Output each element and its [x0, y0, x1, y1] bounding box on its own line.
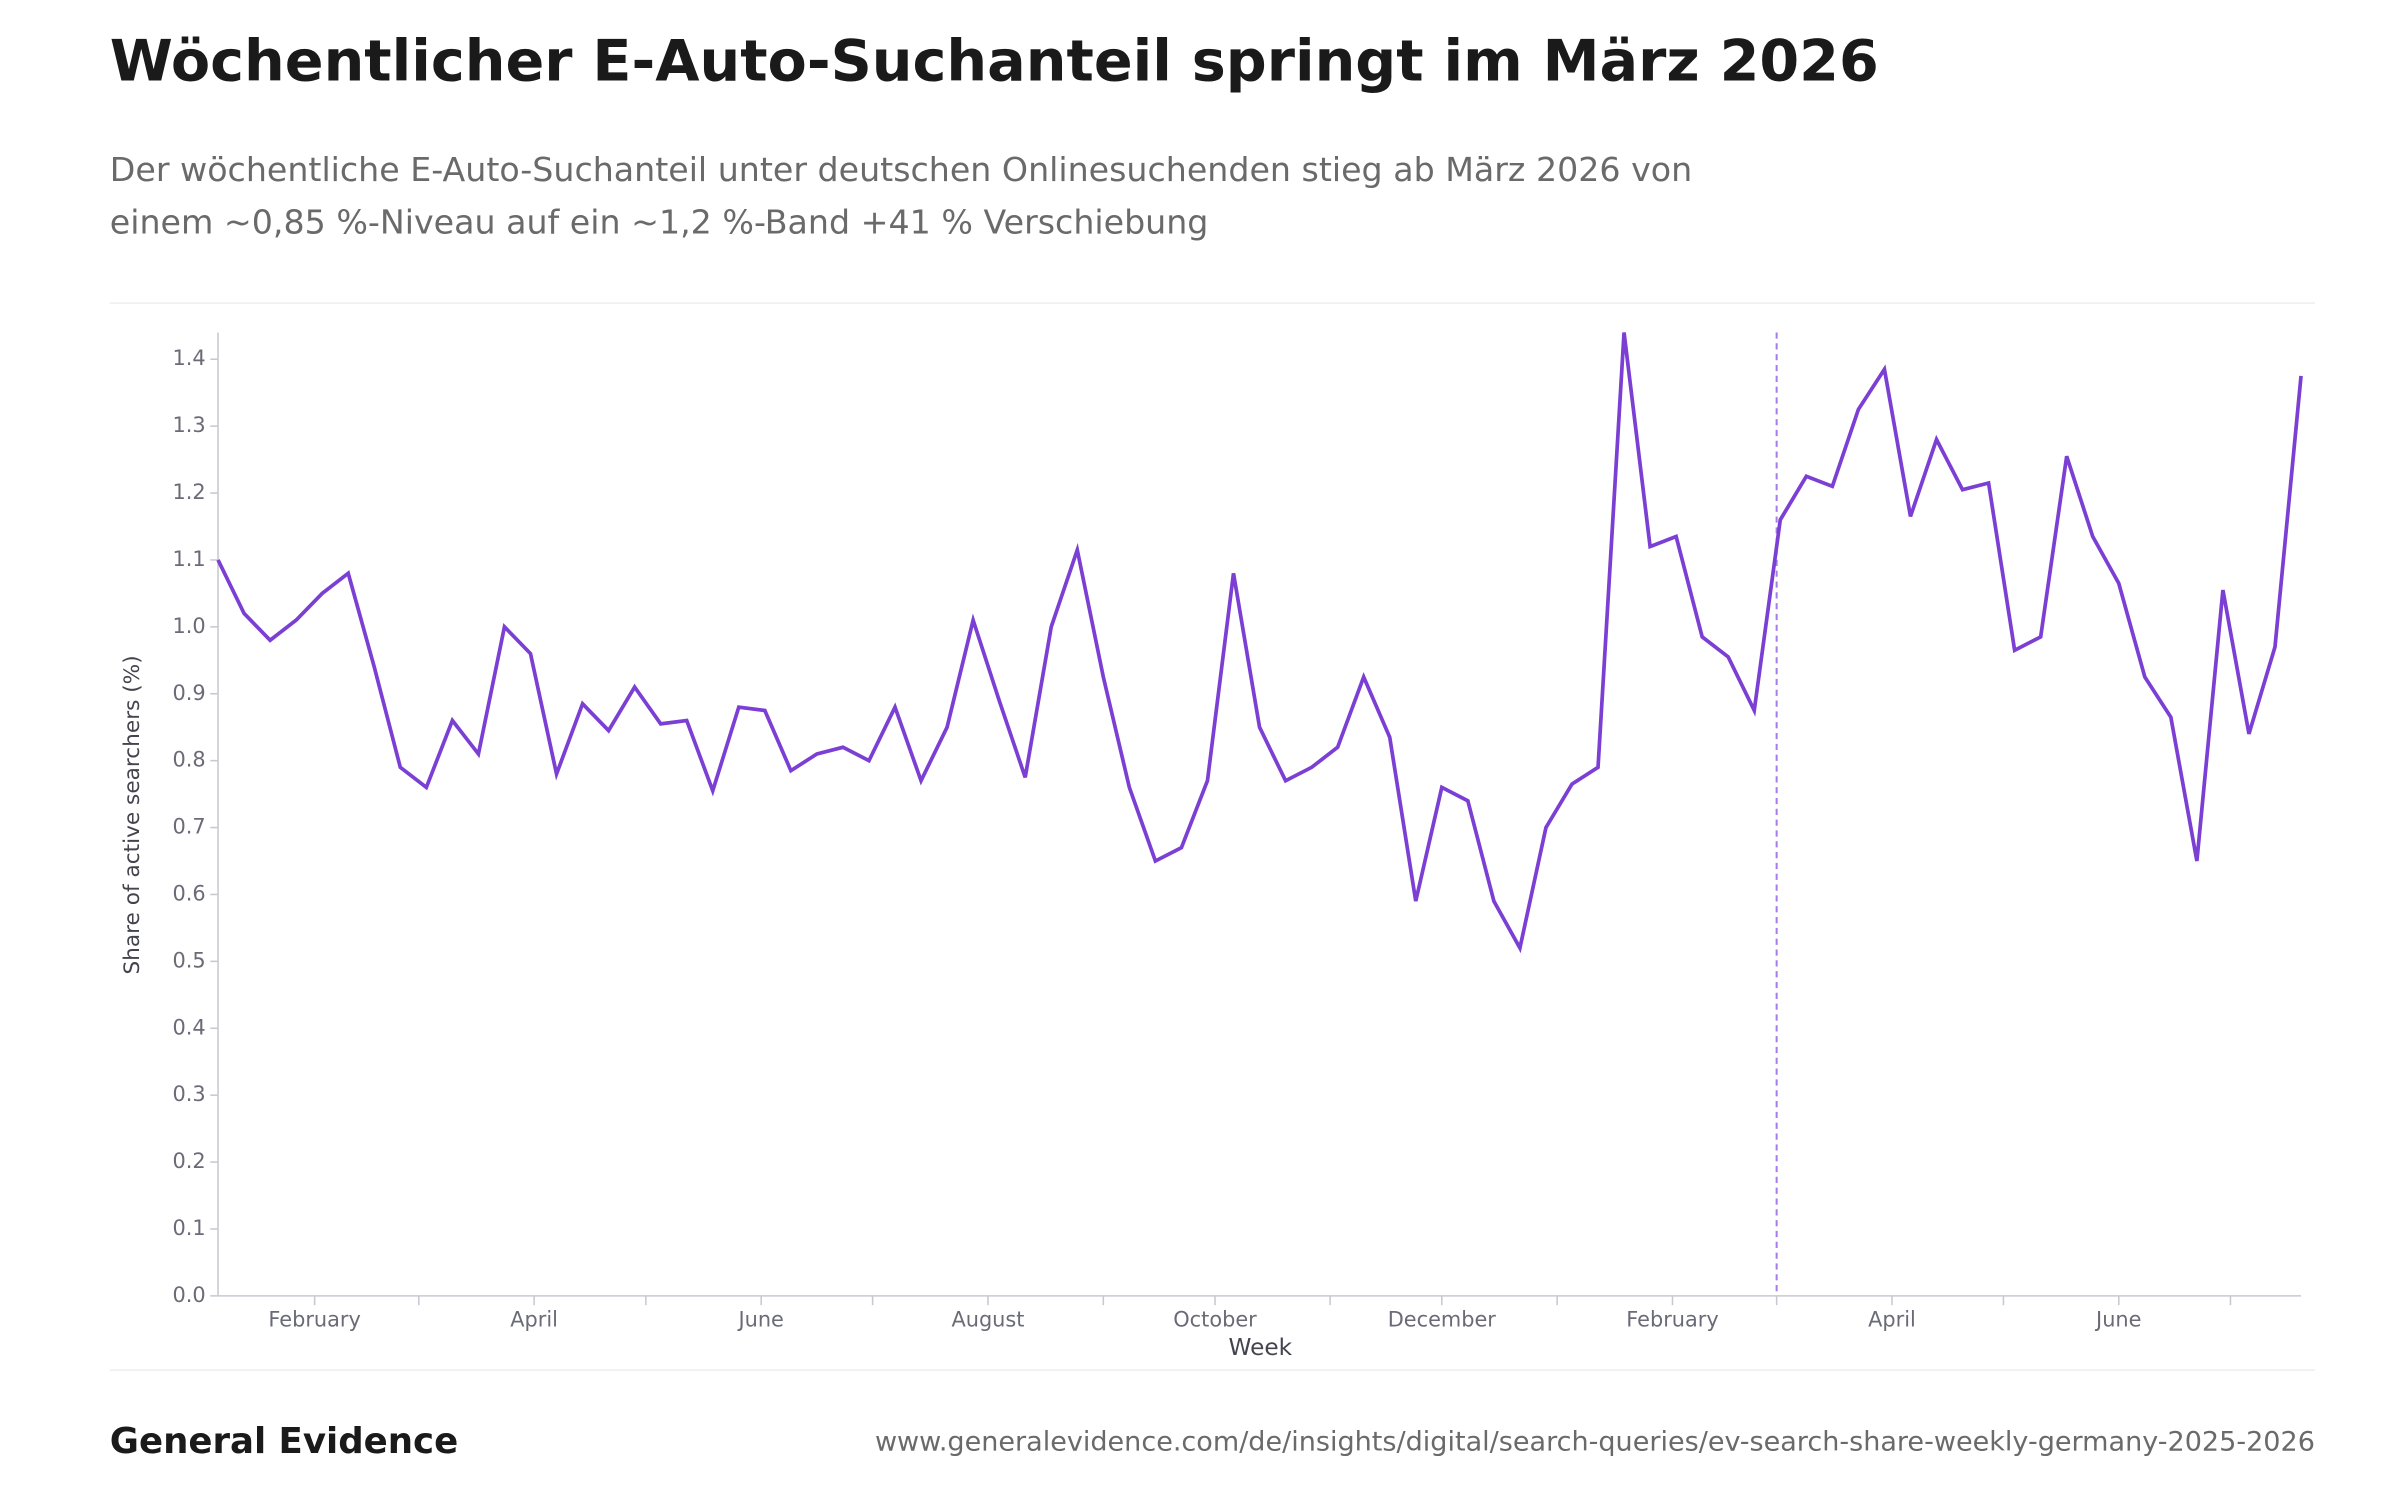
y-axis-label: Share of active searchers (%): [120, 655, 145, 974]
x-tick-label: December: [1388, 1308, 1497, 1332]
x-tick-label: April: [1868, 1308, 1916, 1332]
y-tick-label: 0.0: [172, 1283, 205, 1307]
x-tick-label: October: [1173, 1308, 1257, 1332]
y-tick-label: 0.9: [172, 681, 205, 705]
data-line: [216, 332, 2303, 954]
x-tick-label: February: [268, 1308, 360, 1332]
y-tick-label: 0.7: [172, 815, 205, 839]
y-tick-label: 0.8: [172, 748, 205, 772]
x-tick-label: June: [2094, 1308, 2141, 1332]
x-tick-label: February: [1626, 1308, 1718, 1332]
chart-title: Wöchentlicher E-Auto-Suchanteil springt …: [110, 29, 1879, 95]
y-tick-label: 0.5: [172, 948, 205, 972]
footer-brand: General Evidence: [110, 1421, 458, 1462]
subtitle: einem ~0,85 %-Niveau auf ein ~1,2 %-Band…: [110, 203, 1209, 242]
y-tick-label: 0.1: [172, 1216, 205, 1240]
y-tick-label: 1.1: [172, 547, 205, 571]
y-tick-label: 1.3: [172, 413, 205, 437]
x-tick-label: April: [510, 1308, 558, 1332]
y-tick-label: 0.3: [172, 1082, 205, 1106]
y-tick-label: 1.0: [172, 614, 205, 638]
y-tick-label: 0.2: [172, 1149, 205, 1173]
x-tick-label: June: [736, 1308, 783, 1332]
subtitle: Der wöchentliche E-Auto-Suchanteil unter…: [110, 150, 1692, 189]
y-tick-label: 0.6: [172, 881, 205, 905]
y-tick-label: 1.2: [172, 480, 205, 504]
x-axis-label: Week: [1229, 1334, 1293, 1361]
y-tick-label: 1.4: [172, 346, 205, 370]
y-tick-label: 0.4: [172, 1015, 205, 1039]
x-tick-label: August: [951, 1308, 1024, 1332]
footer-url: www.generalevidence.com/de/insights/digi…: [875, 1426, 2315, 1457]
